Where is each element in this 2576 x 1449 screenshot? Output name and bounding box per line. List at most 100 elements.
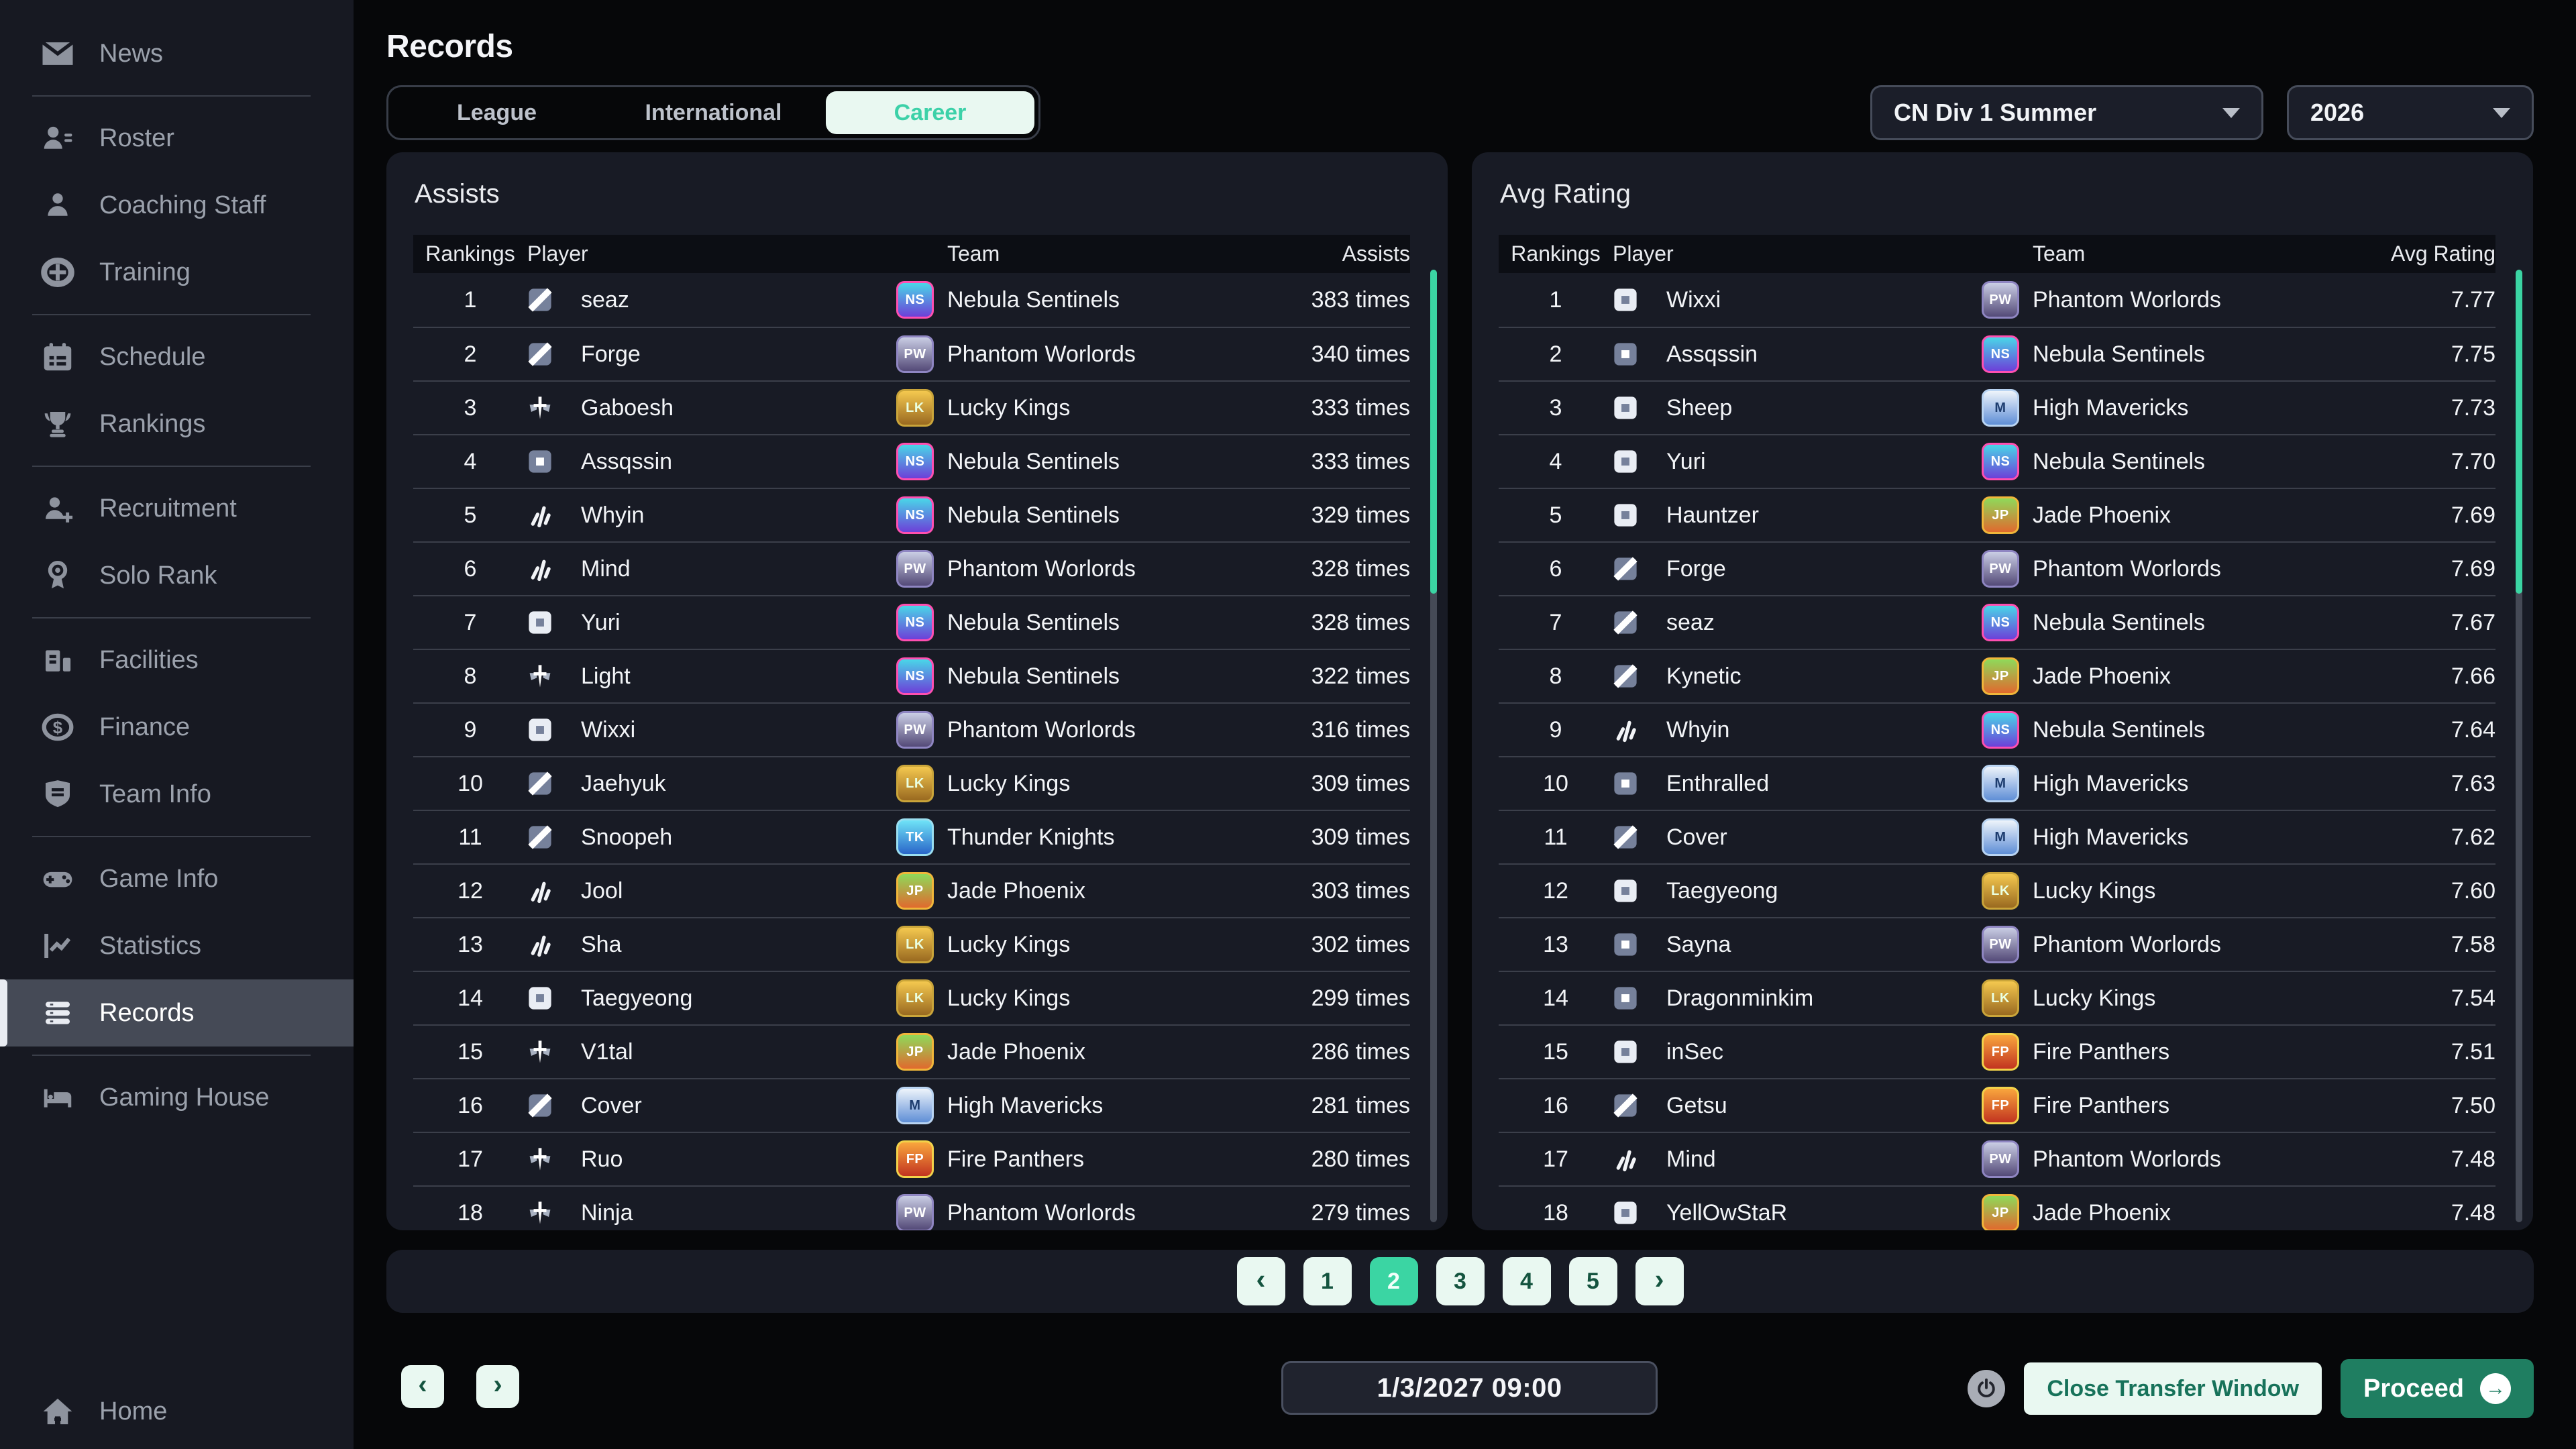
team-logo: FP (1982, 1033, 2019, 1071)
back-button[interactable]: ‹ (401, 1365, 444, 1408)
sidebar-item-roster[interactable]: Roster (0, 105, 354, 172)
scrollbar-thumb[interactable] (2516, 270, 2522, 594)
team-logo: NS (896, 281, 934, 319)
table-row: 17 Mind PW Phantom Worlords 7.48 (1499, 1132, 2496, 1185)
footer-bar: ‹ › 1/3/2027 09:00 Close Transfer Window… (386, 1356, 2534, 1436)
column-header-player: Player (1613, 241, 1674, 266)
table-row: 18 YellOwStaR JP Jade Phoenix 7.48 (1499, 1185, 2496, 1230)
pagination-page-button[interactable]: 2 (1369, 1257, 1418, 1305)
pagination-prev-button[interactable]: ‹ (1236, 1257, 1285, 1305)
team-logo: LK (896, 389, 934, 427)
pagination-page-button[interactable]: 3 (1436, 1257, 1485, 1305)
tab-league[interactable]: League (456, 99, 537, 125)
table-row: 8 Light NS Nebula Sentinels 322 times (413, 649, 1410, 702)
team-name: Nebula Sentinels (2033, 341, 2206, 367)
sidebar-item-label: Roster (99, 123, 174, 152)
tab-international[interactable]: International (645, 99, 782, 125)
team-name: Jade Phoenix (947, 1038, 1086, 1065)
stat-value: 286 times (1311, 1038, 1410, 1065)
table-body: 1 Wixxi PW Phantom Worlords 7.77 2 Assqs… (1499, 273, 2496, 1230)
sidebar-item-game-info[interactable]: Game Info (0, 845, 354, 912)
sidebar-item-label: Finance (99, 712, 191, 741)
assists-table-card: Assists Rankings Player Team Assists 1 s… (386, 152, 1448, 1230)
player-name: Getsu (1666, 1092, 1727, 1118)
medal-icon (39, 557, 76, 594)
team-initials: M (1994, 775, 2006, 791)
stat-value: 7.48 (2451, 1199, 2496, 1226)
table-scrollbar[interactable] (1430, 270, 1437, 1222)
sidebar-item-statistics[interactable]: Statistics (0, 912, 354, 979)
forward-button[interactable]: › (476, 1365, 519, 1408)
team-name: Lucky Kings (947, 394, 1071, 421)
rank: 16 (1543, 1092, 1568, 1118)
pagination-next-button[interactable]: › (1635, 1257, 1684, 1305)
rank: 13 (1543, 931, 1568, 957)
scrollbar-thumb[interactable] (1430, 270, 1437, 594)
sidebar-item-home[interactable]: Home (0, 1378, 354, 1445)
team-logo: PW (896, 550, 934, 588)
sidebar-item-schedule[interactable]: Schedule (0, 323, 354, 390)
sidebar-item-label: Records (99, 998, 195, 1027)
player-name: seaz (581, 286, 629, 313)
sidebar-item-coaching-staff[interactable]: Coaching Staff (0, 172, 354, 239)
stat-value: 328 times (1311, 555, 1410, 582)
stat-value: 7.50 (2451, 1092, 2496, 1118)
team-logo: LK (1982, 872, 2019, 910)
team-name: Nebula Sentinels (2033, 448, 2206, 474)
team-name: Lucky Kings (2033, 985, 2156, 1011)
sidebar-item-news[interactable]: News (0, 20, 354, 87)
power-button[interactable] (1968, 1370, 2006, 1407)
pagination-page-button[interactable]: 4 (1502, 1257, 1551, 1305)
rank: 16 (458, 1092, 483, 1118)
sidebar-item-finance[interactable]: $ Finance (0, 694, 354, 761)
role-top-icon (527, 824, 553, 850)
rank: 8 (464, 663, 477, 689)
league-select[interactable]: CN Div 1 Summer (1870, 85, 2263, 140)
rank: 6 (1549, 555, 1562, 582)
pagination-page-button[interactable]: 1 (1303, 1257, 1352, 1305)
year-select[interactable]: 2026 (2287, 85, 2534, 140)
close-transfer-window-button[interactable]: Close Transfer Window (2024, 1362, 2322, 1415)
rank: 7 (1549, 609, 1562, 635)
trophy-icon (39, 405, 76, 443)
team-initials: M (909, 1097, 921, 1113)
table-scrollbar[interactable] (2516, 270, 2522, 1222)
team-name: Lucky Kings (2033, 877, 2156, 904)
sidebar-item-facilities[interactable]: Facilities (0, 627, 354, 694)
year-select-value: 2026 (2310, 99, 2365, 126)
rank: 18 (1543, 1199, 1568, 1226)
sidebar-item-training[interactable]: Training (0, 239, 354, 306)
sidebar-item-team-info[interactable]: Team Info (0, 761, 354, 828)
team-initials: JP (906, 1044, 924, 1059)
team-name: Lucky Kings (947, 931, 1071, 957)
sidebar-item-label: News (99, 39, 164, 68)
sidebar-item-records[interactable]: Records (0, 979, 354, 1046)
role-jungle-icon (527, 556, 553, 582)
pagination-page-button[interactable]: 5 (1568, 1257, 1617, 1305)
proceed-button[interactable]: Proceed → (2341, 1359, 2534, 1418)
role-bot-icon (1613, 449, 1638, 474)
sidebar-item-label: Coaching Staff (99, 191, 266, 219)
team-name: Fire Panthers (947, 1146, 1085, 1172)
rank: 2 (464, 341, 477, 367)
sidebar-item-solo-rank[interactable]: Solo Rank (0, 542, 354, 609)
team-initials: JP (1992, 1205, 2009, 1220)
tables-row: Assists Rankings Player Team Assists 1 s… (386, 152, 2534, 1230)
team-initials: LK (906, 775, 924, 791)
tab-career[interactable]: Career (826, 91, 1034, 134)
stat-value: 322 times (1311, 663, 1410, 689)
table-title: Assists (415, 179, 500, 209)
role-support-icon (527, 1039, 553, 1065)
team-logo: PW (1982, 1140, 2019, 1178)
role-mid-icon (1613, 985, 1638, 1011)
avg-rating-table-card: Avg Rating Rankings Player Team Avg Rati… (1472, 152, 2533, 1230)
sidebar-item-rankings[interactable]: Rankings (0, 390, 354, 458)
schedule-icon (39, 338, 76, 376)
sidebar-item-label: Facilities (99, 645, 199, 674)
stat-value: 333 times (1311, 448, 1410, 474)
sidebar-item-gaming-house[interactable]: Gaming House (0, 1064, 354, 1131)
sidebar-item-recruitment[interactable]: Recruitment (0, 475, 354, 542)
team-name: Phantom Worlords (947, 555, 1136, 582)
team-initials: M (1994, 829, 2006, 845)
